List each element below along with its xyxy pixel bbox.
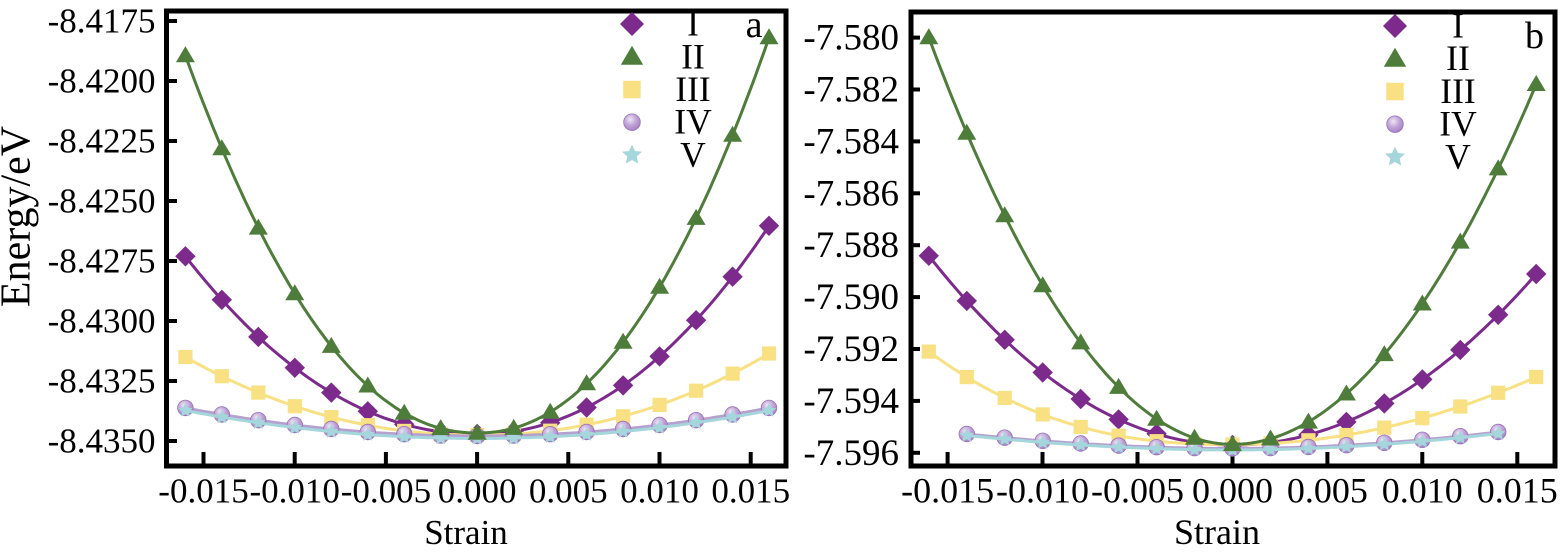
svg-text:-7.594: -7.594 [803,381,899,422]
svg-text:I: I [1452,6,1464,46]
svg-text:-0.010: -0.010 [996,471,1089,511]
svg-text:-8.4250: -8.4250 [48,182,156,221]
svg-text:Strain: Strain [424,513,508,552]
svg-text:-0.010: -0.010 [249,472,339,511]
svg-text:-7.586: -7.586 [803,173,899,214]
svg-text:-0.005: -0.005 [1091,471,1184,511]
svg-text:0.010: 0.010 [1382,471,1463,511]
svg-text:-7.592: -7.592 [803,329,899,370]
svg-text:IV: IV [674,102,712,142]
svg-text:Energy/eV: Energy/eV [0,126,40,307]
svg-text:0.015: 0.015 [711,472,790,511]
svg-text:II: II [681,36,705,76]
svg-text:V: V [680,135,706,175]
svg-text:V: V [1445,137,1471,177]
svg-text:0.015: 0.015 [1477,471,1558,511]
svg-text:0.005: 0.005 [529,472,608,511]
svg-text:-8.4275: -8.4275 [48,242,156,281]
svg-text:-7.584: -7.584 [803,121,899,162]
svg-text:0.005: 0.005 [1287,471,1368,511]
svg-text:IV: IV [1439,104,1477,144]
svg-text:-7.580: -7.580 [803,18,899,59]
svg-text:-8.4175: -8.4175 [48,2,156,41]
svg-text:a: a [746,4,763,46]
svg-text:I: I [687,4,699,44]
svg-text:-8.4200: -8.4200 [48,62,156,101]
svg-text:0.010: 0.010 [620,472,699,511]
svg-text:-8.4225: -8.4225 [48,122,156,161]
svg-text:b: b [1525,15,1544,57]
svg-text:III: III [675,69,710,109]
svg-text:-0.005: -0.005 [341,472,431,511]
svg-text:-8.4300: -8.4300 [48,302,156,341]
svg-text:-7.582: -7.582 [803,70,899,111]
svg-text:-0.015: -0.015 [158,472,248,511]
svg-text:0.000: 0.000 [438,472,517,511]
svg-text:-8.4350: -8.4350 [48,422,156,461]
svg-text:Strain: Strain [1174,512,1260,552]
svg-text:0.000: 0.000 [1192,471,1273,511]
svg-text:-7.596: -7.596 [803,433,899,474]
svg-text:-0.015: -0.015 [901,471,994,511]
svg-text:-7.588: -7.588 [803,225,899,266]
svg-text:III: III [1440,71,1475,111]
svg-text:-8.4325: -8.4325 [48,362,156,401]
svg-text:-7.590: -7.590 [803,277,899,318]
svg-text:II: II [1446,38,1470,78]
